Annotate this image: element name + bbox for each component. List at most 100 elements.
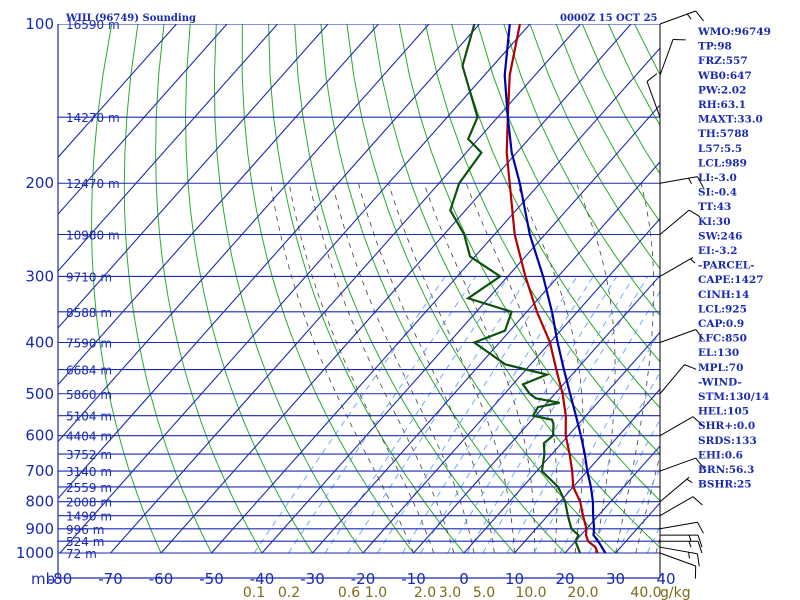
index-entry: -WIND- bbox=[698, 376, 742, 388]
wind-barb bbox=[659, 496, 703, 517]
height-label: 10980 m bbox=[66, 229, 120, 243]
temperature-tick-label: -20 bbox=[351, 570, 376, 588]
isotherm-line bbox=[58, 24, 177, 159]
pressure-tick-label: 800 bbox=[25, 493, 54, 511]
isotherm-line bbox=[261, 104, 660, 554]
wind-barb-shaft bbox=[659, 256, 694, 277]
index-entry: WB0:647 bbox=[697, 70, 752, 82]
wind-barb bbox=[659, 10, 704, 25]
dewpoint-profile-line bbox=[449, 24, 582, 554]
index-entry: CAP:0.9 bbox=[698, 318, 744, 330]
wind-barb-shaft bbox=[659, 10, 696, 25]
mixing-ratio-label: 0.6 bbox=[338, 585, 360, 600]
index-entry: LCL:925 bbox=[698, 303, 747, 315]
wind-barbs bbox=[646, 10, 704, 579]
moist-adiabat-line bbox=[576, 183, 616, 554]
index-entry: BSHR:25 bbox=[698, 479, 752, 491]
mixing-ratio-label: 3.0 bbox=[439, 585, 461, 600]
wind-barb-flag bbox=[697, 541, 703, 554]
temperature-tick-label: -60 bbox=[149, 570, 174, 588]
mixing-ratio-line bbox=[402, 276, 578, 554]
temperature-tick-label: 20 bbox=[555, 570, 574, 588]
temperature-tick-label: -40 bbox=[250, 570, 275, 588]
wind-barb bbox=[659, 416, 703, 437]
wind-barb-shaft bbox=[659, 39, 674, 76]
mixing-ratio-label: 10.0 bbox=[515, 585, 546, 600]
index-entry: PW:2.02 bbox=[698, 84, 746, 96]
wind-barb bbox=[659, 457, 704, 472]
pressure-tick-label: 400 bbox=[25, 333, 54, 351]
wind-barb-half-flag bbox=[686, 478, 693, 483]
plot-area bbox=[58, 24, 660, 554]
wind-barb bbox=[659, 256, 696, 277]
isotherm-line bbox=[58, 24, 228, 216]
index-entry: TT:43 bbox=[698, 201, 731, 213]
isotherm-line bbox=[58, 24, 480, 500]
temperature-tick-label: -10 bbox=[401, 570, 426, 588]
height-label: 3140 m bbox=[66, 465, 112, 479]
temperature-tick-label: 40 bbox=[656, 570, 675, 588]
parcel-profile-line bbox=[503, 24, 607, 554]
index-entry: RH:63.1 bbox=[698, 99, 746, 111]
wind-barb-shaft bbox=[659, 546, 698, 555]
pressure-tick-label: 300 bbox=[25, 267, 54, 285]
isotherm-line bbox=[58, 24, 278, 272]
isotherm-line bbox=[514, 388, 660, 554]
temperature-tick-label: 30 bbox=[606, 570, 625, 588]
wind-barb-shaft bbox=[659, 209, 690, 235]
index-entry: SI:-0.4 bbox=[698, 187, 737, 199]
isotherm-line bbox=[211, 47, 660, 554]
wind-barb-half-flag bbox=[688, 541, 692, 548]
height-label: 2559 m bbox=[66, 481, 112, 495]
wind-barb-shaft bbox=[659, 496, 694, 517]
wind-barb-half-flag bbox=[688, 177, 693, 185]
isotherm-line bbox=[59, 24, 531, 554]
height-label: 14270 m bbox=[66, 111, 120, 125]
index-entry: MAXT:33.0 bbox=[698, 114, 763, 126]
mixing-ratio-line bbox=[253, 276, 446, 554]
mixing-ratio-unit: g/kg bbox=[660, 585, 691, 600]
pressure-tick-label: 100 bbox=[25, 15, 54, 33]
pressure-tick-label: 700 bbox=[25, 462, 54, 480]
isotherm-line bbox=[58, 24, 379, 386]
index-entry: L57:5.5 bbox=[698, 143, 742, 155]
temperature-tick-label: -80 bbox=[48, 570, 73, 588]
wind-barb-flag bbox=[696, 176, 704, 189]
index-entry: TP:98 bbox=[698, 41, 732, 53]
isotherm-line bbox=[58, 24, 329, 329]
isotherm-line bbox=[110, 24, 581, 554]
station-title: WIII (96749) Sounding bbox=[65, 13, 196, 24]
height-label: 16590 m bbox=[66, 18, 120, 32]
index-entry: SHR+:0.0 bbox=[698, 420, 755, 432]
temperature-tick-label: 0 bbox=[459, 570, 469, 588]
wind-barb-flag bbox=[646, 73, 658, 82]
isotherm-line bbox=[312, 161, 660, 554]
index-entry: EI:-3.2 bbox=[698, 245, 737, 257]
pressure-tick-label: 500 bbox=[25, 385, 54, 403]
wind-barb-half-flag bbox=[689, 258, 696, 264]
isotherm-line bbox=[564, 445, 660, 554]
moist-adiabat-line bbox=[309, 183, 455, 554]
height-label: 1490 m bbox=[66, 510, 112, 524]
mixing-ratio-label: 40.0 bbox=[630, 585, 661, 600]
mixing-ratio-label: 0.2 bbox=[278, 585, 300, 600]
index-entry: CINH:14 bbox=[698, 289, 749, 301]
sounding-profiles bbox=[449, 24, 607, 554]
temperature-tick-label: -70 bbox=[98, 570, 123, 588]
wind-barb-half-flag bbox=[688, 552, 690, 559]
height-label: 12470 m bbox=[66, 177, 120, 191]
pressure-tick-label: 1000 bbox=[16, 544, 54, 562]
wind-barb bbox=[659, 546, 700, 567]
isotherm-line bbox=[362, 217, 660, 554]
wind-barb-shaft bbox=[659, 329, 696, 343]
height-label: 524 m bbox=[66, 535, 104, 549]
height-label: 8588 m bbox=[66, 306, 112, 320]
wind-barb-flag bbox=[696, 553, 700, 567]
height-labels: 16590 m 14270 m 12470 m 10980 m 9710 m 8588 m… bbox=[66, 18, 120, 561]
index-entry: FRZ:557 bbox=[698, 55, 748, 67]
isotherm-line bbox=[413, 274, 660, 554]
mixing-ratio-line bbox=[324, 276, 509, 554]
wind-barb-shaft bbox=[659, 364, 685, 395]
wind-barb bbox=[660, 534, 703, 548]
